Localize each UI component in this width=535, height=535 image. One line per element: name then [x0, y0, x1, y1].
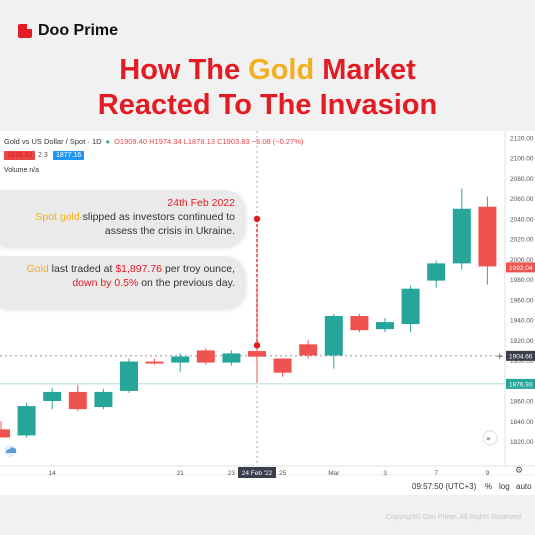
scroll-right-button[interactable] — [482, 430, 498, 446]
crosshair-plus-icon[interactable]: + — [496, 352, 504, 362]
ohlc-values: O1909.40 H1974.34 L1878.13 C1903.83 −5.0… — [114, 137, 304, 146]
symbol-label[interactable]: Gold vs US Dollar / Spot · 1D — [4, 137, 102, 146]
candle-body — [17, 406, 36, 436]
market-dot-icon: ● — [105, 137, 111, 146]
headline-line-1: How The Gold Market — [0, 53, 535, 87]
x-tick-label: 3 — [383, 470, 387, 477]
auto-toggle[interactable]: auto — [516, 482, 532, 491]
y-tick-label: 2000.00 — [510, 257, 534, 264]
volume-label: Volume n/a — [4, 167, 40, 174]
callout-line-2: assess the crisis in Ukraine. — [104, 225, 235, 237]
y-tick-label: 1840.00 — [510, 419, 534, 426]
callout-date: 24th Feb 2022 — [167, 197, 235, 209]
spread-label: 2.3 — [38, 152, 48, 159]
candle-body — [427, 263, 446, 281]
headline-gold: Gold — [248, 54, 315, 86]
callout-last-trade: Gold last traded at $1,897.76 per troy o… — [0, 256, 245, 308]
x-tick-label: 9 — [486, 470, 490, 477]
crosshair-price-tag-bg — [506, 350, 535, 361]
x-tick-label: 14 — [49, 470, 57, 477]
x-tick-label: 21 — [177, 470, 185, 477]
candle-body — [94, 391, 113, 408]
price-axis[interactable] — [505, 131, 535, 495]
copyright: Copyright© Doo Prime. All Rights Reserve… — [385, 514, 523, 521]
percent-toggle[interactable]: % — [485, 482, 493, 491]
log-toggle[interactable]: log — [499, 482, 510, 491]
y-tick-label: 2020.00 — [510, 237, 534, 244]
headline-part-2: Market — [314, 54, 416, 86]
doo-prime-logo-icon — [18, 23, 33, 38]
candle-body — [248, 351, 266, 357]
y-tick-label: 1920.00 — [510, 338, 534, 345]
callout2-gold: Gold — [26, 263, 49, 275]
candle-body — [171, 356, 190, 363]
candle-body — [324, 316, 343, 356]
x-tick-label: 23 — [228, 470, 236, 477]
last-price-tag-bg — [506, 262, 535, 273]
y-tick-label: 1820.00 — [510, 439, 534, 446]
y-tick-label: 2080.00 — [510, 176, 534, 183]
candle-body — [196, 350, 215, 363]
candle-body — [478, 206, 497, 267]
candle-body — [273, 358, 292, 373]
callout-gold: Spot gold — [35, 211, 80, 223]
settings-gear-icon[interactable]: ⚙ — [515, 466, 523, 476]
callout2-unit: per troy ounce, — [162, 263, 235, 275]
x-tick-label: 24 Feb '22 — [242, 470, 273, 477]
candle-body — [401, 288, 420, 325]
sell-price-badge[interactable]: 1876.93 — [4, 151, 36, 160]
y-tick-label: 1900.00 — [510, 358, 534, 365]
x-tick-label: 25 — [279, 470, 287, 477]
x-tick-label: 7 — [434, 470, 438, 477]
callout-line-1: Spot gold slipped as investors continued… — [0, 210, 235, 224]
y-tick-label: 1960.00 — [510, 297, 534, 304]
event-marker-top — [253, 215, 261, 223]
candle-body — [376, 322, 394, 330]
candle-body — [120, 361, 138, 391]
candle-body — [452, 208, 471, 264]
candle-body — [350, 316, 369, 331]
bid-price-tag-bg — [506, 378, 535, 389]
candle-body — [43, 391, 62, 402]
double-chevron-icon: » — [486, 434, 491, 443]
y-tick-label: 2040.00 — [510, 216, 534, 223]
callout2-line-1: Gold last traded at $1,897.76 per troy o… — [0, 262, 235, 276]
callout2-line-2: down by 0.5% on the previous day. — [0, 276, 235, 290]
callout2-rest: on the previous day. — [138, 277, 235, 289]
logo: Doo Prime — [18, 22, 118, 40]
x-tick-label: Mar — [328, 470, 340, 477]
y-tick-label: 2120.00 — [510, 135, 534, 142]
candle-body — [299, 344, 318, 356]
chart-card: 1820.001840.001860.001880.001900.001920.… — [0, 131, 535, 495]
callout2-text: last traded at — [48, 263, 116, 275]
last-price-tag: 1992.04 — [509, 265, 533, 272]
callout-text: slipped as investors continued to — [79, 211, 235, 223]
y-tick-label: 2100.00 — [510, 156, 534, 163]
candle-body — [68, 391, 87, 410]
candle-body — [0, 429, 10, 438]
y-tick-label: 1940.00 — [510, 318, 534, 325]
event-marker-bottom — [253, 342, 261, 349]
x-tick-highlight — [238, 467, 276, 478]
y-tick-label: 1860.00 — [510, 399, 534, 406]
clock-label[interactable]: 09:57:50 (UTC+3) — [412, 482, 477, 491]
cloud-icon-glyph — [6, 447, 17, 453]
candlestick-chart[interactable]: 1820.001840.001860.001880.001900.001920.… — [0, 131, 535, 495]
candle-body — [145, 361, 164, 364]
y-tick-label: 2060.00 — [510, 196, 534, 203]
y-tick-label: 1980.00 — [510, 277, 534, 284]
callout2-price: $1,897.76 — [115, 263, 163, 275]
callout2-change: down by 0.5% — [72, 277, 139, 289]
headline-line-2: Reacted To The Invasion — [97, 89, 438, 121]
logo-text: Doo Prime — [38, 22, 119, 39]
crosshair-price-tag: 1904.66 — [509, 353, 533, 360]
buy-price-badge[interactable]: 1877.16 — [53, 151, 85, 160]
bid-price-tag: 1876.93 — [509, 381, 533, 388]
callout-24-feb: 24th Feb 2022 Spot gold slipped as inves… — [0, 190, 245, 246]
chart-info-bar: Gold vs US Dollar / Spot · 1D ● O1909.40… — [4, 137, 303, 146]
headline-part-1: How The — [119, 54, 249, 86]
candle-body — [222, 353, 241, 363]
